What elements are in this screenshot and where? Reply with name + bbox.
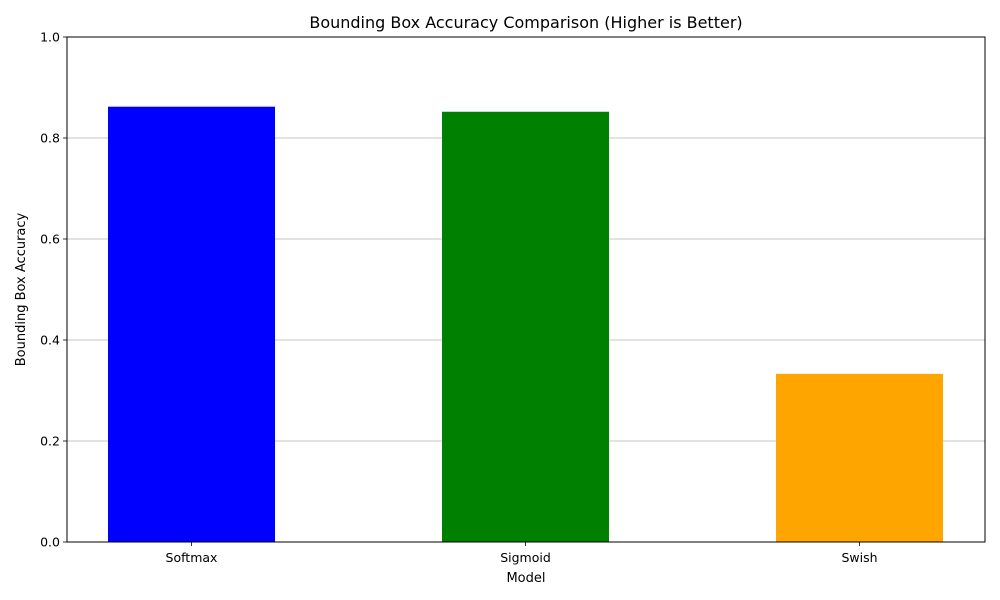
bar-sigmoid (442, 111, 609, 543)
y-tick-label: 0.8 (40, 131, 60, 146)
y-tick-label: 1.0 (40, 30, 60, 45)
y-tick-label: 0.0 (40, 535, 60, 550)
x-tick-label-softmax: Softmax (166, 550, 218, 565)
y-axis-ticks: 0.0 0.2 0.4 0.6 0.8 1.0 (40, 30, 67, 550)
x-axis-label: Model (506, 571, 545, 586)
y-tick-label: 0.2 (40, 434, 60, 449)
plot-area-frame (66, 36, 986, 543)
bar-softmax (108, 106, 275, 542)
x-tick-label-sigmoid: Sigmoid (500, 550, 551, 565)
y-tick-label: 0.4 (40, 333, 60, 348)
bars (108, 106, 943, 543)
bar-swish (776, 373, 943, 542)
chart-title: Bounding Box Accuracy Comparison (Higher… (309, 13, 742, 32)
y-tick-label: 0.6 (40, 232, 60, 247)
x-axis-ticks: Softmax Sigmoid Swish (166, 542, 878, 565)
x-tick-label-swish: Swish (841, 550, 877, 565)
y-axis-label: Bounding Box Accuracy (14, 212, 29, 366)
